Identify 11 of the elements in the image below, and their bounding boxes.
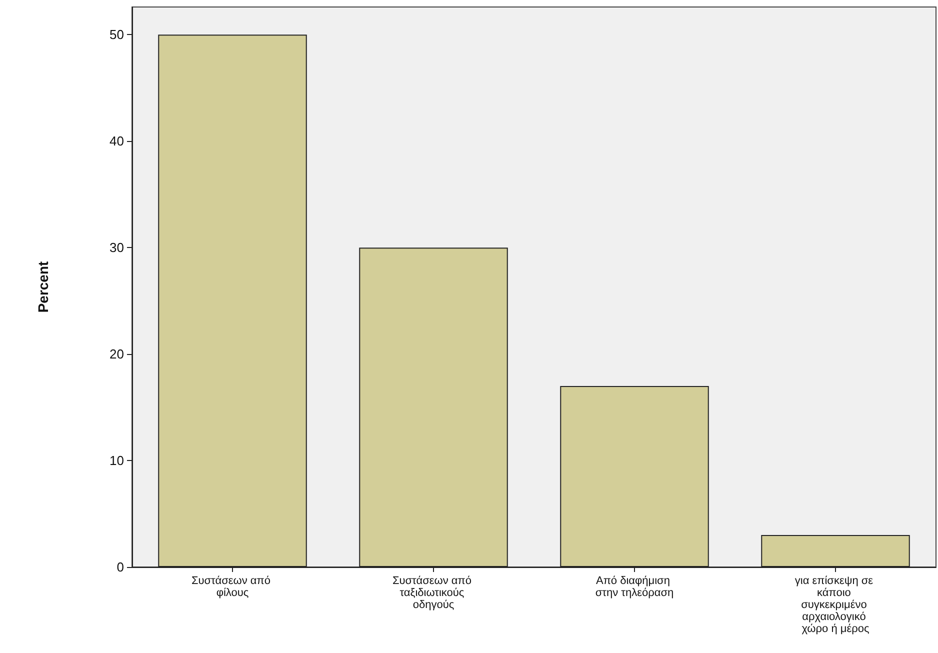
y-tick-label: 40 xyxy=(110,134,124,149)
x-tick-label: Συστάσεων από φίλους xyxy=(191,575,274,599)
y-tick-label: 50 xyxy=(110,27,124,42)
x-tick-label: Συστάσεων από ταξιδιωτικούς οδηγούς xyxy=(392,575,475,611)
y-tick-label: 20 xyxy=(110,346,124,362)
y-tick-label: 30 xyxy=(110,240,124,256)
x-tick-label: Από διαφήμιση στην τηλεόραση xyxy=(595,575,674,599)
y-tick-label: 10 xyxy=(110,453,124,468)
y-axis-title: Percent xyxy=(35,260,51,313)
y-tick-label: 0 xyxy=(116,560,124,574)
x-tick-label: για επίσκεψη σε κάποιο συγκεκριμένο αρχαιολογικό χώρο ή μέρος xyxy=(794,575,876,635)
